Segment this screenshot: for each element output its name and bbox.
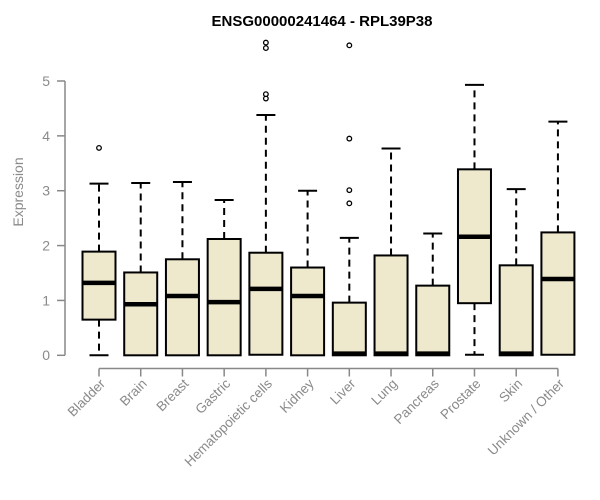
boxplot-breast [164, 180, 200, 357]
x-category-label-liver: Liver [327, 376, 359, 408]
iqr-box [331, 301, 367, 357]
outlier-point [346, 135, 353, 142]
iqr-box [206, 237, 242, 357]
iqr-box [164, 258, 200, 357]
y-tick-label: 5 [42, 73, 50, 89]
x-category-label-skin: Skin [496, 376, 525, 405]
iqr-box [415, 284, 451, 357]
chart-title: ENSG00000241464 - RPL39P38 [212, 13, 433, 30]
boxplot-brain [123, 182, 159, 357]
boxplot-lung [373, 147, 409, 357]
boxes-layer [81, 39, 576, 357]
boxplot-bladder [81, 144, 117, 357]
iqr-box [373, 254, 409, 357]
y-tick-label: 2 [42, 237, 50, 253]
x-category-label-kidney: Kidney [277, 376, 317, 416]
x-category-label-unknown-other: Unknown / Other [485, 376, 568, 459]
boxplot-unknown-other [540, 120, 576, 356]
boxplot-kidney [290, 189, 326, 357]
iqr-box [81, 250, 117, 321]
outlier-point [262, 45, 269, 52]
iqr-box [498, 264, 534, 357]
iqr-box [290, 266, 326, 357]
y-tick-label: 3 [42, 183, 50, 199]
x-category-label-lung: Lung [368, 376, 400, 408]
outlier-point [262, 91, 269, 98]
x-category-label-gastric: Gastric [192, 376, 233, 417]
outlier-point [262, 39, 269, 46]
outlier-point [96, 144, 102, 151]
outlier-point [346, 42, 353, 49]
iqr-box [248, 251, 284, 356]
boxplot-skin [498, 188, 534, 357]
y-tick-label: 4 [42, 128, 50, 144]
x-category-label-breast: Breast [153, 376, 191, 414]
boxplot-prostate [456, 83, 492, 356]
outlier-point [346, 187, 353, 194]
iqr-box [123, 271, 159, 357]
x-category-label-brain: Brain [117, 376, 150, 409]
outlier-point [346, 200, 353, 207]
boxplot-gastric [206, 199, 242, 357]
boxplot-pancreas [415, 232, 451, 357]
iqr-box [540, 231, 576, 356]
y-axis-label: Expression [10, 157, 26, 226]
boxplot-hematopoietic-cells [248, 39, 284, 356]
x-category-label-prostate: Prostate [437, 376, 483, 422]
boxplot-liver [331, 42, 367, 357]
y-tick-label: 1 [42, 292, 50, 308]
x-category-label-bladder: Bladder [65, 376, 109, 420]
x-category-label-pancreas: Pancreas [391, 376, 442, 427]
y-tick-label: 0 [42, 347, 50, 363]
